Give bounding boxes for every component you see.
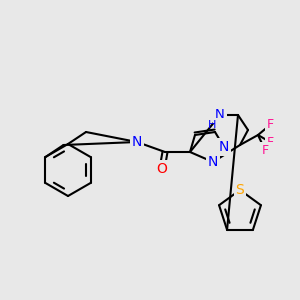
Text: N: N (208, 155, 218, 169)
Text: O: O (157, 162, 167, 176)
Text: F: F (266, 118, 274, 131)
Text: S: S (236, 183, 244, 197)
Text: H: H (208, 120, 216, 130)
Text: N: N (215, 109, 225, 122)
Text: F: F (266, 136, 274, 148)
Text: F: F (261, 143, 268, 157)
Text: N: N (219, 140, 229, 154)
Text: N: N (132, 135, 142, 149)
